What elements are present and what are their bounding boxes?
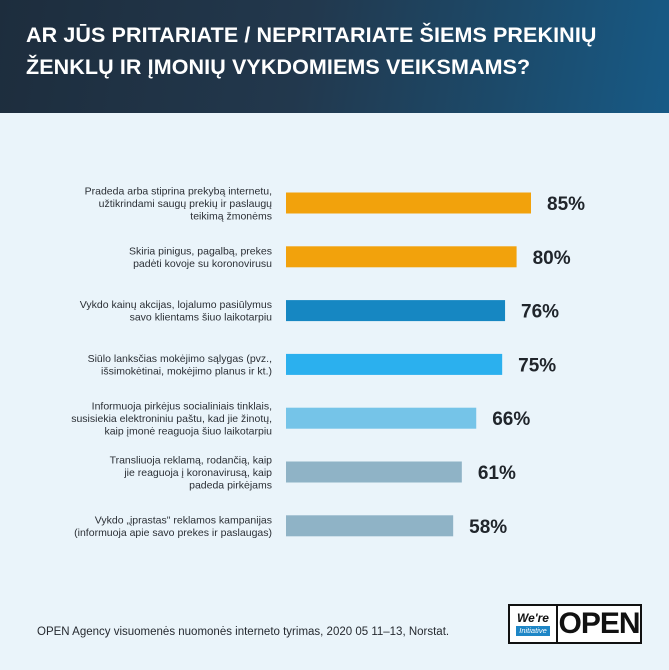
value-label: 66% xyxy=(492,409,530,430)
bar xyxy=(286,246,517,268)
value-label: 58% xyxy=(469,517,507,538)
value-label: 76% xyxy=(521,302,559,323)
category-label: Skiria pinigus, pagalbą, prekes padėti ko… xyxy=(129,245,272,270)
category-label: Pradeda arba stiprina prekybą internetu,… xyxy=(85,185,273,222)
header-banner: AR JŪS PRITARIATE / NEPRITARIATE ŠIEMS P… xyxy=(0,0,669,113)
logo-were-block: We're Initiative xyxy=(508,604,556,644)
category-label: Informuoja pirkėjus socialiniais tinklai… xyxy=(71,401,272,438)
logo-open-text: OPEN xyxy=(556,604,642,644)
category-label: Vykdo kainų akcijas, lojalumo pasiūlymus… xyxy=(80,299,272,324)
chart-title: AR JŪS PRITARIATE / NEPRITARIATE ŠIEMS P… xyxy=(26,23,597,79)
value-label: 75% xyxy=(518,355,556,376)
bar xyxy=(286,353,503,375)
source-note: OPEN Agency visuomenės nuomonės internet… xyxy=(37,626,450,638)
bar xyxy=(286,300,506,322)
bar xyxy=(286,515,454,537)
category-label: Siūlo lanksčias mokėjimo sąlygas (pvz., i… xyxy=(88,353,272,378)
category-label: Transliuoja reklamą, rodančią, kaip jie r… xyxy=(110,454,273,491)
value-label: 80% xyxy=(533,248,571,269)
were-open-logo: We're Initiative OPEN xyxy=(508,604,642,644)
bar xyxy=(286,407,477,429)
logo-were-text: We're xyxy=(517,611,549,625)
logo-initiative-text: Initiative xyxy=(516,626,550,636)
bar xyxy=(286,461,462,483)
bar xyxy=(286,192,531,214)
category-label: Vykdo „įprastas" reklamos kampanijas (inf… xyxy=(74,514,272,539)
value-label: 85% xyxy=(547,194,585,215)
value-label: 61% xyxy=(478,463,516,484)
